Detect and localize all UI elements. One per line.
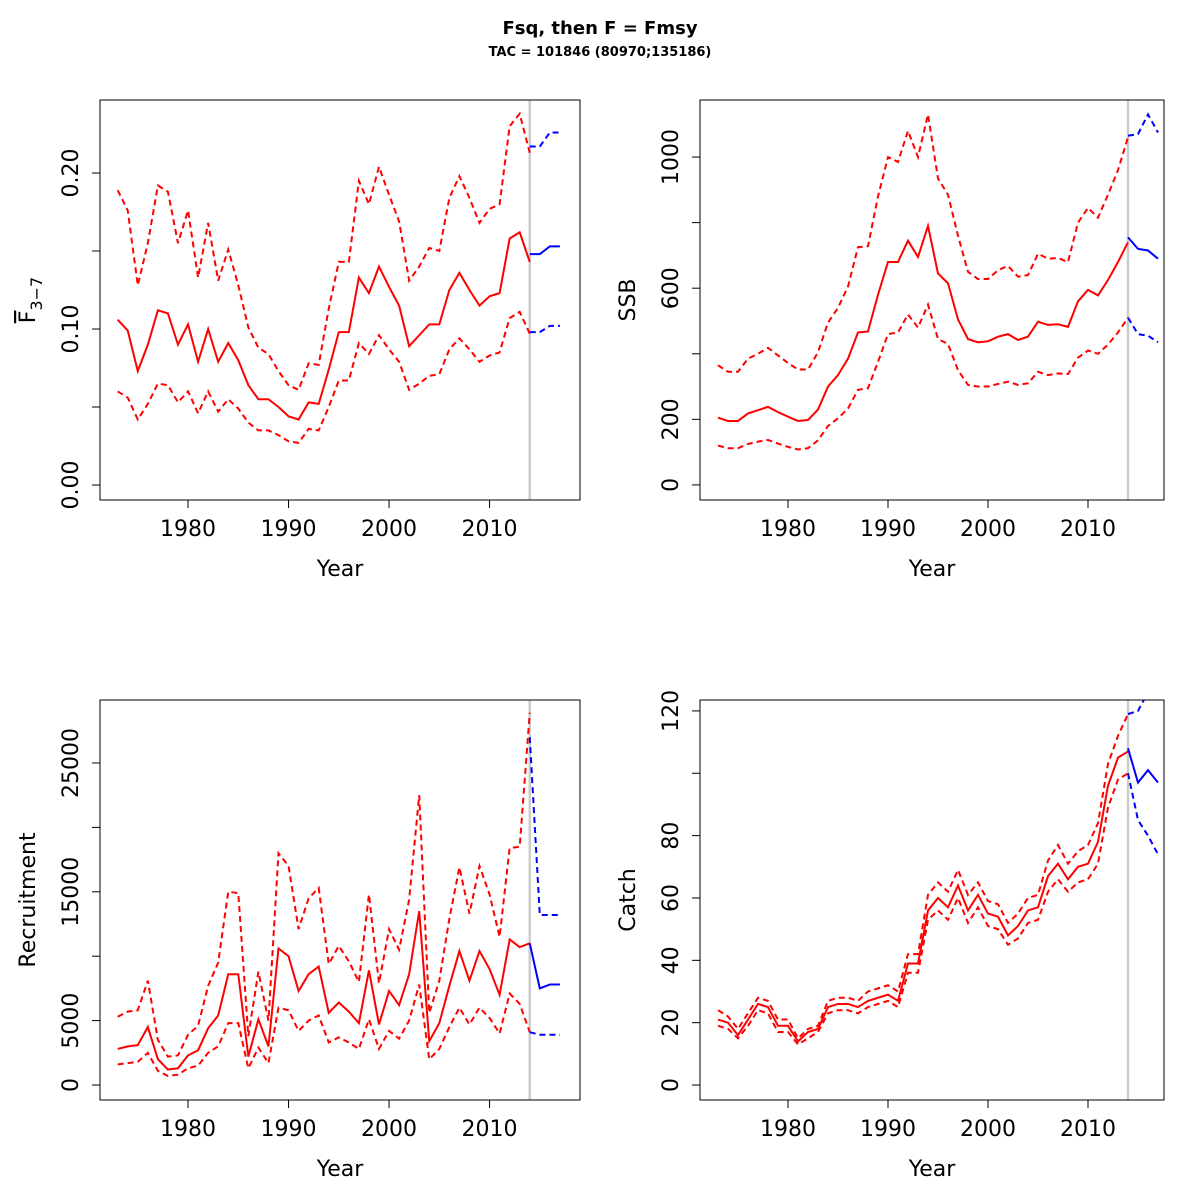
y-axis-label: SSB bbox=[616, 278, 641, 321]
y-tick-label: 200 bbox=[659, 398, 684, 440]
series-line bbox=[1127, 748, 1159, 785]
x-tick-label: 1990 bbox=[261, 1117, 317, 1142]
x-tick-label: 2000 bbox=[960, 1117, 1016, 1142]
series-line bbox=[1127, 112, 1159, 137]
panel: 1980 1990 2000 2010 0 20 40 60 80 120 Year Catch bbox=[616, 690, 1165, 1182]
y-tick-label: 600 bbox=[659, 267, 684, 309]
series-line bbox=[116, 230, 531, 421]
series-line bbox=[117, 910, 531, 1071]
series-line bbox=[529, 1031, 560, 1036]
x-tick-label: 2000 bbox=[361, 517, 417, 542]
y-axis-label: Recruitment bbox=[16, 832, 41, 968]
series-line bbox=[1127, 773, 1159, 855]
plot-frame bbox=[99, 99, 581, 501]
y-axis-label-main: SSB bbox=[616, 278, 641, 321]
y-tick-label: 15000 bbox=[59, 857, 84, 927]
x-axis-label: Year bbox=[908, 557, 957, 582]
x-tick-label: 1980 bbox=[760, 1117, 816, 1142]
y-tick-label: 60 bbox=[659, 884, 684, 912]
series-line bbox=[1127, 236, 1159, 260]
y-tick-label: 0 bbox=[659, 478, 684, 492]
x-tick-label: 2010 bbox=[462, 517, 518, 542]
y-tick-label: 40 bbox=[659, 946, 684, 974]
series-line bbox=[117, 310, 531, 444]
series-line bbox=[528, 737, 560, 916]
series-line bbox=[1127, 700, 1145, 715]
series-line bbox=[116, 111, 531, 392]
y-tick-label: 0 bbox=[659, 1078, 684, 1092]
series-line bbox=[528, 943, 560, 990]
series-line bbox=[717, 301, 1129, 451]
y-axis-label-main: Recruitment bbox=[16, 832, 41, 968]
plot-frame bbox=[99, 699, 581, 1101]
panel: 1980 1990 2000 2010 0 5000 15000 25000 Year Recru… bbox=[16, 699, 581, 1182]
x-tick-label: 2010 bbox=[462, 1117, 518, 1142]
y-tick-label: 25000 bbox=[59, 728, 84, 798]
series-line bbox=[717, 222, 1129, 423]
y-axis-label-main: F bbox=[16, 311, 41, 324]
y-tick-label: 5000 bbox=[59, 993, 84, 1049]
figure-subtitle: TAC = 101846 (80970;135186) bbox=[489, 45, 712, 60]
y-axis-label-sub: 3−7 bbox=[27, 277, 46, 311]
y-tick-label: 80 bbox=[659, 822, 684, 850]
series-line bbox=[529, 324, 560, 334]
series-line bbox=[117, 984, 531, 1078]
series-line bbox=[529, 131, 560, 148]
y-tick-label: 0.20 bbox=[59, 149, 84, 198]
y-tick-label: 0.10 bbox=[59, 305, 84, 354]
y-axis-label: Catch bbox=[616, 868, 641, 932]
plot-frame bbox=[699, 99, 1165, 501]
x-axis-label: Year bbox=[316, 557, 365, 582]
series-line bbox=[717, 750, 1129, 1043]
x-tick-label: 1990 bbox=[860, 517, 916, 542]
y-tick-label: 0.00 bbox=[59, 461, 84, 510]
x-tick-label: 1990 bbox=[860, 1117, 916, 1142]
x-tick-label: 1980 bbox=[160, 1117, 216, 1142]
plot-frame bbox=[699, 699, 1165, 1101]
y-tick-label: 1000 bbox=[659, 129, 684, 185]
series-line bbox=[717, 713, 1129, 1040]
x-tick-label: 2000 bbox=[361, 1117, 417, 1142]
series-line bbox=[529, 245, 560, 256]
y-axis-label-main: Catch bbox=[616, 868, 641, 932]
y-tick-label: 20 bbox=[659, 1009, 684, 1037]
series-line bbox=[717, 114, 1129, 373]
x-axis-label: Year bbox=[908, 1157, 957, 1182]
x-axis-label: Year bbox=[316, 1157, 365, 1182]
y-tick-label: 0 bbox=[59, 1078, 84, 1092]
series-line bbox=[717, 772, 1129, 1046]
figure-title: Fsq, then F = Fmsy bbox=[502, 18, 697, 39]
panel: 1980 1990 2000 2010 0 200 600 1000 Year SSB bbox=[616, 99, 1165, 582]
x-tick-label: 1980 bbox=[160, 517, 216, 542]
x-tick-label: 2000 bbox=[960, 517, 1016, 542]
series-line bbox=[117, 712, 531, 1058]
x-tick-label: 2010 bbox=[1060, 1117, 1116, 1142]
series-line bbox=[1127, 317, 1159, 344]
x-tick-label: 1990 bbox=[261, 517, 317, 542]
x-tick-label: 2010 bbox=[1060, 517, 1116, 542]
y-axis-label: F3−7 bbox=[16, 277, 46, 323]
y-tick-label: 120 bbox=[659, 690, 684, 732]
x-tick-label: 1980 bbox=[760, 517, 816, 542]
panel: 1980 1990 2000 2010 0.00 0.10 0.20 Year F3−7 bbox=[16, 99, 581, 582]
